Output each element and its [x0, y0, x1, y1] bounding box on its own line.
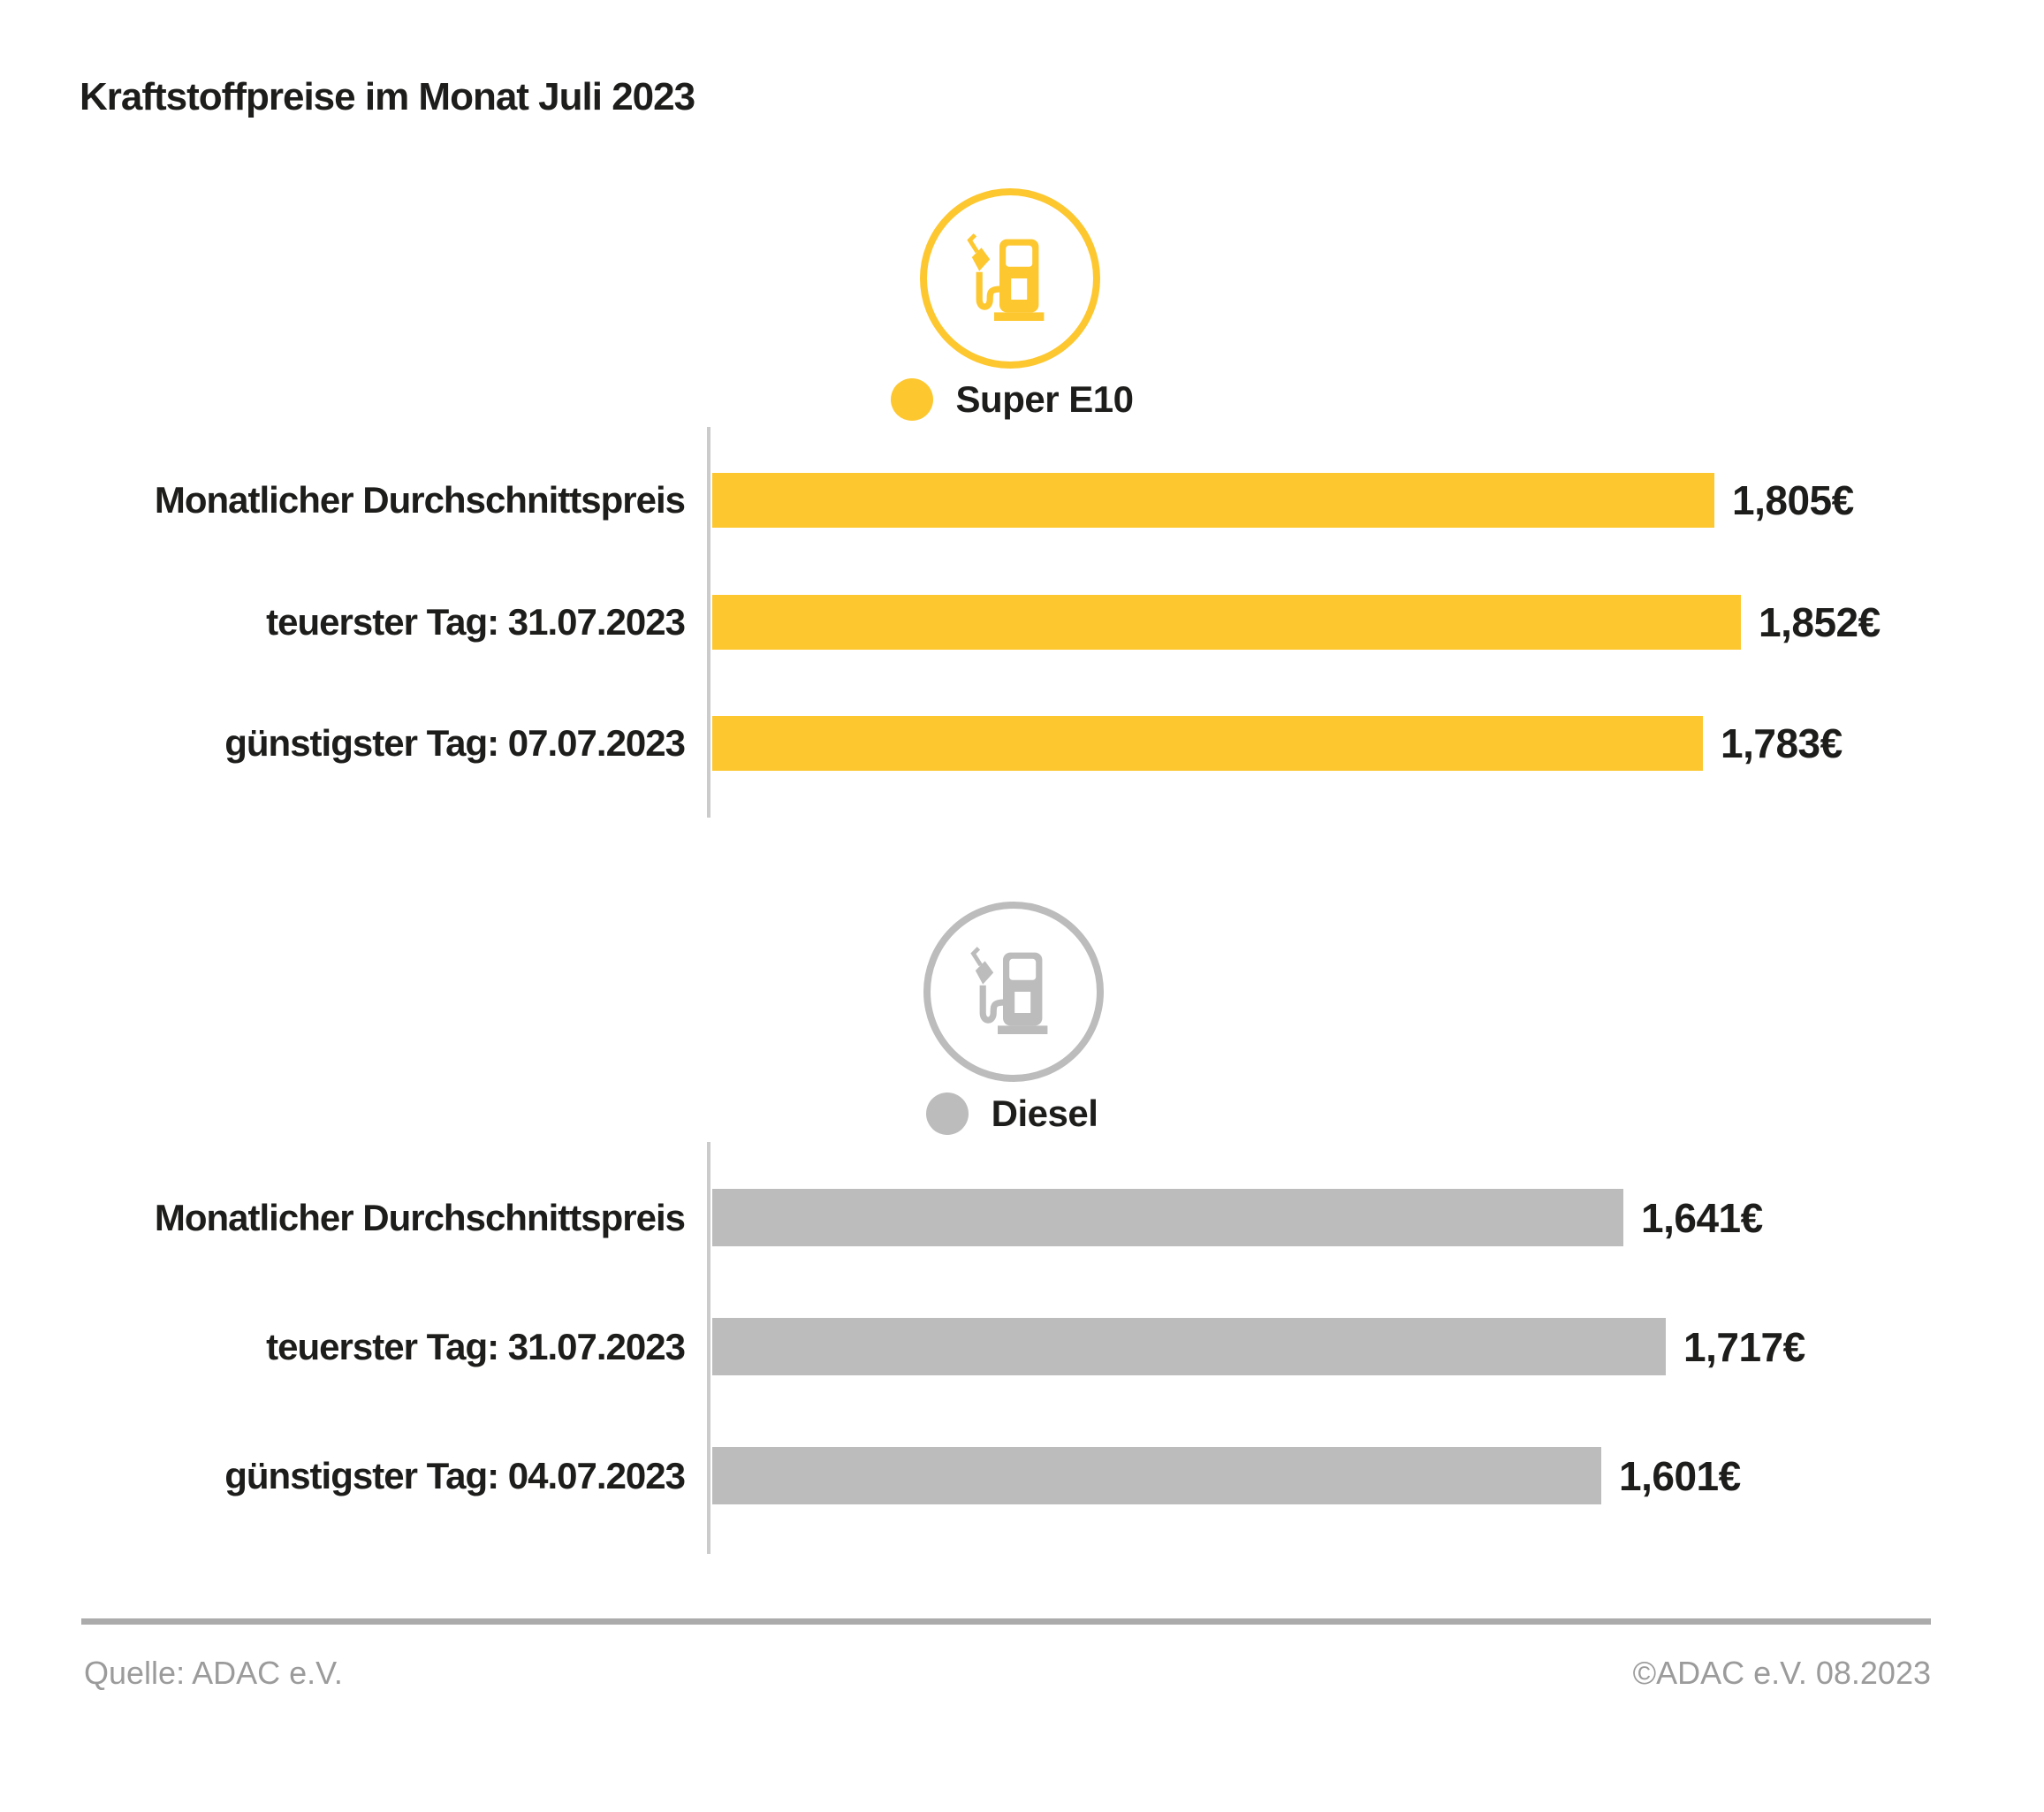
copyright-text: ©ADAC e.V. 08.2023	[1632, 1655, 1931, 1691]
bar-row: Monatlicher Durchschnittspreis 1,641€	[0, 1189, 2044, 1246]
bar-wrap: 1,641€	[712, 1189, 1763, 1246]
category-label: teuerster Tag: 31.07.2023	[266, 1325, 686, 1367]
category-label: günstigster Tag: 04.07.2023	[224, 1454, 686, 1496]
super-e10-pump-badge	[920, 188, 1100, 369]
category-label: teuerster Tag: 31.07.2023	[266, 601, 686, 643]
value-label: 1,641€	[1641, 1194, 1763, 1241]
bar-super-e10-average	[712, 473, 1714, 528]
bar-row: günstigster Tag: 07.07.2023 1,783€	[0, 716, 2044, 771]
source-text: Quelle: ADAC e.V.	[84, 1655, 343, 1691]
bar-row: günstigster Tag: 04.07.2023 1,601€	[0, 1447, 2044, 1504]
legend-diesel: Diesel	[747, 1092, 1277, 1136]
value-label: 1,852€	[1759, 599, 1881, 645]
legend-super-e10: Super E10	[747, 377, 1277, 422]
bar-diesel-min	[712, 1447, 1601, 1504]
value-label: 1,717€	[1683, 1323, 1805, 1370]
category-label: Monatlicher Durchschnittspreis	[154, 479, 686, 521]
bar-row: teuerster Tag: 31.07.2023 1,717€	[0, 1318, 2044, 1375]
value-label: 1,805€	[1732, 477, 1854, 523]
bar-super-e10-max	[712, 595, 1741, 650]
bar-diesel-max	[712, 1318, 1666, 1375]
bar-diesel-average	[712, 1189, 1623, 1246]
bar-wrap: 1,783€	[712, 716, 1843, 771]
footer-divider	[81, 1618, 1931, 1625]
value-label: 1,601€	[1619, 1452, 1741, 1499]
bar-wrap: 1,805€	[712, 473, 1854, 528]
bar-wrap: 1,601€	[712, 1447, 1741, 1504]
diesel-pump-badge	[923, 902, 1104, 1082]
value-label: 1,783€	[1721, 720, 1843, 766]
bar-wrap: 1,852€	[712, 595, 1881, 650]
legend-label-diesel: Diesel	[991, 1093, 1098, 1134]
bar-row: Monatlicher Durchschnittspreis 1,805€	[0, 473, 2044, 528]
page-title: Kraftstoffpreise im Monat Juli 2023	[80, 75, 695, 118]
legend-label-super-e10: Super E10	[955, 378, 1134, 420]
bar-super-e10-min	[712, 716, 1703, 771]
axis-line-super-e10	[707, 427, 710, 818]
fuel-pump-icon	[957, 225, 1063, 331]
bar-row: teuerster Tag: 31.07.2023 1,852€	[0, 595, 2044, 650]
legend-dot-diesel	[925, 1093, 969, 1135]
category-label: günstigster Tag: 07.07.2023	[224, 722, 686, 764]
category-label: Monatlicher Durchschnittspreis	[154, 1196, 686, 1238]
fuel-pump-icon	[961, 939, 1067, 1045]
bar-wrap: 1,717€	[712, 1318, 1805, 1375]
axis-line-diesel	[707, 1142, 710, 1554]
legend-dot-super-e10	[890, 378, 933, 421]
